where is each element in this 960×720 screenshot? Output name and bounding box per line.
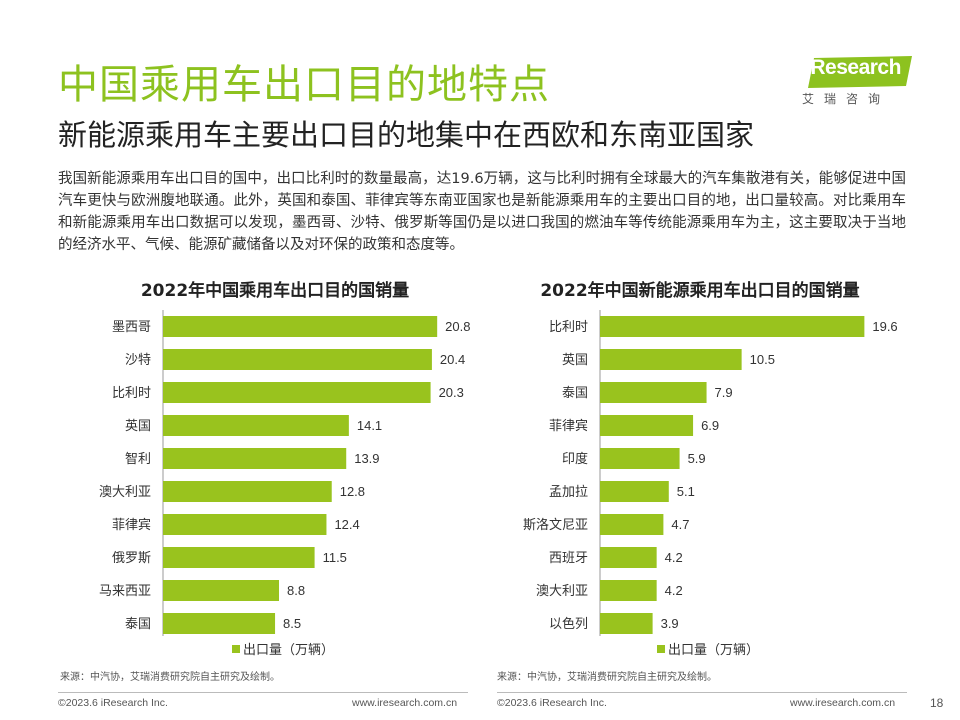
bar bbox=[600, 382, 707, 403]
category-label: 斯洛文尼亚 bbox=[523, 518, 588, 533]
category-label: 泰国 bbox=[125, 617, 151, 632]
page-number: 18 bbox=[930, 696, 944, 710]
category-label: 菲律宾 bbox=[112, 517, 151, 533]
category-label: 沙特 bbox=[125, 353, 151, 368]
legend-swatch bbox=[657, 645, 665, 653]
page-title: 中国乘用车出口目的地特点 bbox=[58, 62, 550, 108]
category-label: 马来西亚 bbox=[99, 584, 151, 599]
iresearch-logo: iResearch 艾瑞咨询 bbox=[794, 50, 912, 108]
bar bbox=[600, 316, 865, 337]
value-label: 4.2 bbox=[665, 583, 683, 598]
footer-divider-right bbox=[497, 692, 907, 693]
footer-divider-left bbox=[58, 692, 468, 693]
value-label: 12.8 bbox=[340, 484, 365, 499]
value-label: 20.8 bbox=[445, 319, 470, 334]
value-label: 13.9 bbox=[354, 451, 379, 466]
category-label: 智利 bbox=[125, 452, 151, 467]
category-label: 英国 bbox=[562, 353, 588, 368]
bar bbox=[163, 514, 327, 535]
category-label: 印度 bbox=[562, 451, 588, 467]
chart-title-nev: 2022年中国新能源乘用车出口目的国销量 bbox=[540, 281, 860, 301]
value-label: 6.9 bbox=[701, 418, 719, 433]
bar bbox=[600, 448, 680, 469]
value-label: 12.4 bbox=[334, 517, 359, 532]
legend-label: 出口量（万辆） bbox=[243, 643, 334, 658]
bar bbox=[600, 514, 664, 535]
category-label: 比利时 bbox=[112, 386, 151, 401]
category-label: 泰国 bbox=[562, 386, 588, 401]
chart-title-passenger: 2022年中国乘用车出口目的国销量 bbox=[140, 281, 410, 301]
bar bbox=[163, 349, 432, 370]
category-label: 以色列 bbox=[549, 616, 588, 632]
value-label: 10.5 bbox=[750, 352, 775, 367]
bar bbox=[163, 580, 279, 601]
bar bbox=[163, 382, 431, 403]
value-label: 14.1 bbox=[357, 418, 382, 433]
bar bbox=[600, 481, 669, 502]
bar bbox=[163, 415, 349, 436]
chart-passenger-exports: 墨西哥 20.8 沙特 20.4 比利时 20.3 英国 14.1 智利 13.9 澳大利亚 12.8… bbox=[99, 310, 470, 658]
bar bbox=[600, 580, 657, 601]
bar bbox=[600, 415, 694, 436]
page-subtitle: 新能源乘用车主要出口目的地集中在西欧和东南亚国家 bbox=[58, 118, 755, 152]
value-label: 11.5 bbox=[323, 550, 347, 565]
value-label: 8.5 bbox=[283, 616, 301, 631]
source-note-left: 来源：中汽协，艾瑞消费研究院自主研究及绘制。 bbox=[60, 672, 280, 683]
logo-wordmark: iResearch bbox=[805, 56, 901, 79]
footer-copyright-left: ©2023.6 iResearch Inc. bbox=[58, 697, 168, 709]
bar bbox=[163, 613, 276, 634]
chart-nev-exports: 比利时 19.6 英国 10.5 泰国 7.9 菲律宾 6.9 印度 5.9 孟加拉 5.1 斯洛文尼亚… bbox=[523, 310, 898, 658]
summary-paragraph: 我国新能源乘用车出口目的国中，出口比利时的数量最高，达19.6万辆，这与比利时拥… bbox=[58, 171, 906, 253]
category-label: 西班牙 bbox=[549, 551, 588, 566]
bar bbox=[600, 613, 653, 634]
legend-label: 出口量（万辆） bbox=[668, 643, 759, 658]
legend-swatch bbox=[232, 645, 240, 653]
category-label: 澳大利亚 bbox=[99, 484, 151, 500]
category-label: 孟加拉 bbox=[549, 485, 588, 500]
bar bbox=[163, 547, 315, 568]
logo-subtext: 艾瑞咨询 bbox=[802, 92, 891, 106]
bar bbox=[163, 316, 438, 337]
value-label: 7.9 bbox=[715, 385, 733, 400]
value-label: 20.4 bbox=[440, 352, 465, 367]
value-label: 4.2 bbox=[665, 550, 683, 565]
category-label: 俄罗斯 bbox=[112, 551, 151, 566]
value-label: 8.8 bbox=[287, 583, 305, 598]
value-label: 5.9 bbox=[688, 451, 706, 466]
source-note-right: 来源：中汽协，艾瑞消费研究院自主研究及绘制。 bbox=[497, 672, 717, 683]
value-label: 19.6 bbox=[872, 319, 897, 334]
bar bbox=[163, 448, 347, 469]
category-label: 澳大利亚 bbox=[536, 583, 588, 599]
value-label: 20.3 bbox=[439, 385, 464, 400]
value-label: 5.1 bbox=[677, 484, 695, 499]
value-label: 4.7 bbox=[671, 517, 689, 532]
footer-url-left: www.iresearch.com.cn bbox=[352, 697, 458, 709]
logo-background-icon bbox=[808, 56, 912, 88]
footer-copyright-right: ©2023.6 iResearch Inc. bbox=[497, 697, 607, 709]
category-label: 墨西哥 bbox=[112, 320, 151, 335]
category-label: 菲律宾 bbox=[549, 418, 588, 434]
bar bbox=[600, 547, 657, 568]
bar bbox=[600, 349, 742, 370]
category-label: 英国 bbox=[125, 419, 151, 434]
value-label: 3.9 bbox=[661, 616, 679, 631]
footer-url-right: www.iresearch.com.cn bbox=[790, 697, 896, 709]
bar bbox=[163, 481, 332, 502]
category-label: 比利时 bbox=[549, 320, 588, 335]
